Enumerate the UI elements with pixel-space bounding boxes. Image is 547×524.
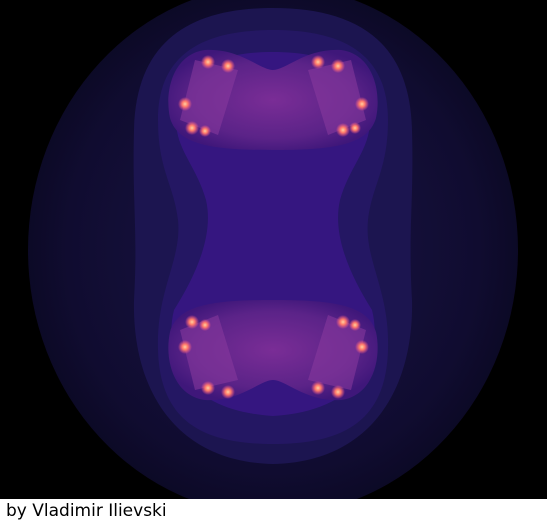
hotspots xyxy=(178,55,369,399)
hotspot xyxy=(336,315,350,329)
hotspot xyxy=(178,340,192,354)
hotspot xyxy=(349,122,361,134)
hotspot xyxy=(355,340,369,354)
hotspot xyxy=(311,55,325,69)
top-right-finger xyxy=(308,60,366,135)
hotspot xyxy=(185,315,199,329)
fractal-image xyxy=(0,0,547,499)
hotspot xyxy=(201,381,215,395)
hotspot xyxy=(185,121,199,135)
hotspot xyxy=(201,55,215,69)
hotspot xyxy=(178,97,192,111)
bottom-left-finger xyxy=(180,315,238,390)
hotspot xyxy=(336,123,350,137)
top-left-finger xyxy=(180,60,238,135)
hotspot xyxy=(199,319,211,331)
hotspot xyxy=(221,385,235,399)
hotspot xyxy=(331,385,345,399)
bottom-right-finger xyxy=(308,315,366,390)
author-credit: by Vladimir Ilievski xyxy=(6,501,167,521)
hotspot xyxy=(199,125,211,137)
hotspot xyxy=(221,59,235,73)
hotspot xyxy=(331,59,345,73)
hotspot xyxy=(311,381,325,395)
hotspot xyxy=(355,97,369,111)
hotspot xyxy=(349,319,361,331)
